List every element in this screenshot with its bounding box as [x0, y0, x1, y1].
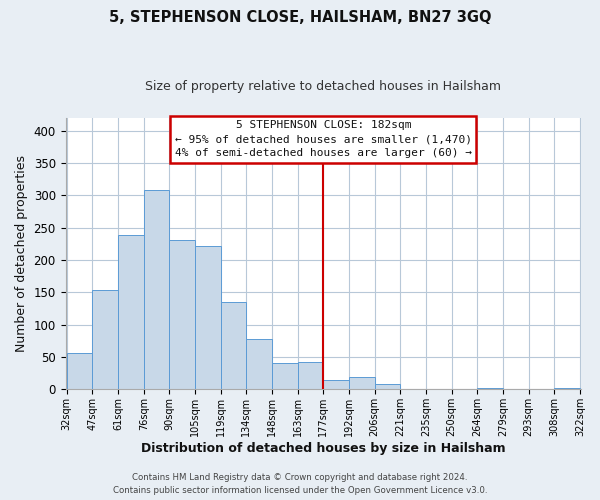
Text: 5 STEPHENSON CLOSE: 182sqm
← 95% of detached houses are smaller (1,470)
4% of se: 5 STEPHENSON CLOSE: 182sqm ← 95% of deta…	[175, 120, 472, 158]
Bar	[298, 362, 323, 390]
Bar	[169, 240, 195, 390]
Text: 5, STEPHENSON CLOSE, HAILSHAM, BN27 3GQ: 5, STEPHENSON CLOSE, HAILSHAM, BN27 3GQ	[109, 10, 491, 25]
Bar	[118, 236, 144, 390]
Bar	[477, 388, 503, 390]
Bar	[554, 388, 580, 390]
Bar	[67, 352, 92, 390]
Y-axis label: Number of detached properties: Number of detached properties	[15, 155, 28, 352]
Bar	[323, 380, 349, 390]
Bar	[221, 302, 247, 390]
Bar	[144, 190, 169, 390]
Text: Contains HM Land Registry data © Crown copyright and database right 2024.
Contai: Contains HM Land Registry data © Crown c…	[113, 474, 487, 495]
Title: Size of property relative to detached houses in Hailsham: Size of property relative to detached ho…	[145, 80, 502, 93]
Bar	[374, 384, 400, 390]
X-axis label: Distribution of detached houses by size in Hailsham: Distribution of detached houses by size …	[141, 442, 506, 455]
Bar	[349, 377, 374, 390]
Bar	[92, 290, 118, 390]
Bar	[195, 246, 221, 390]
Bar	[247, 339, 272, 390]
Bar	[272, 363, 298, 390]
